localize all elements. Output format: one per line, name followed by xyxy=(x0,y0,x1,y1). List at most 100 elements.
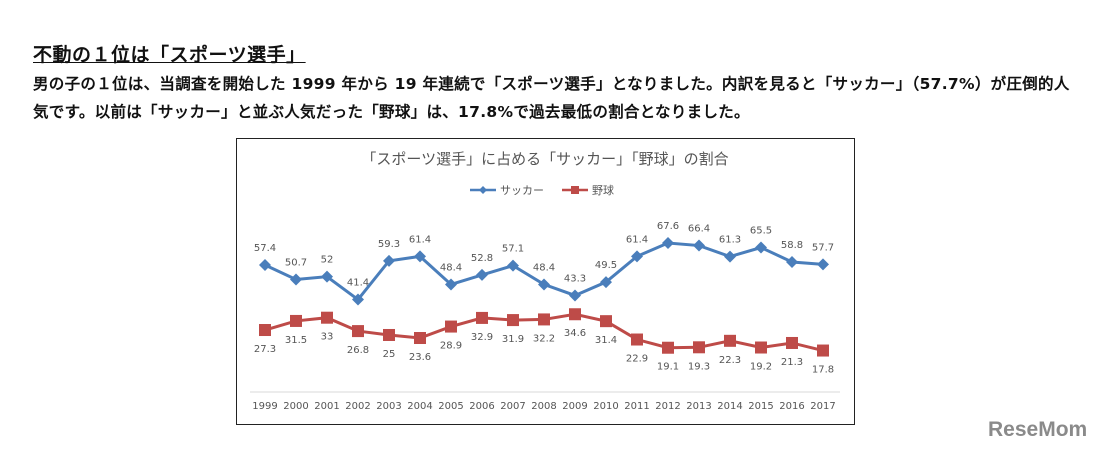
data-label: 57.4 xyxy=(254,243,276,254)
data-point xyxy=(476,268,488,281)
data-point xyxy=(786,255,798,268)
data-label: 31.5 xyxy=(285,335,307,346)
x-tick-label: 2012 xyxy=(655,401,680,412)
data-point xyxy=(724,250,736,263)
x-tick-label: 1999 xyxy=(252,401,277,412)
data-point xyxy=(817,258,829,271)
x-tick-label: 2017 xyxy=(810,401,835,412)
data-point xyxy=(321,311,333,324)
data-point xyxy=(662,341,674,354)
x-tick-label: 2005 xyxy=(438,401,463,412)
data-point xyxy=(414,332,426,345)
data-label: 34.6 xyxy=(564,328,586,339)
data-label: 19.2 xyxy=(750,362,772,373)
x-tick-label: 2015 xyxy=(748,401,773,412)
data-point xyxy=(755,341,767,354)
x-tick-label: 2013 xyxy=(686,401,711,412)
x-tick-label: 2016 xyxy=(779,401,804,412)
data-point xyxy=(817,344,829,357)
legend-label-0: サッカー xyxy=(500,184,544,197)
data-point xyxy=(724,334,736,347)
data-point xyxy=(786,336,798,349)
data-point xyxy=(600,276,612,289)
x-tick-label: 2002 xyxy=(345,401,370,412)
data-label: 33 xyxy=(321,332,334,343)
data-label: 58.8 xyxy=(781,240,803,251)
data-point xyxy=(383,254,395,267)
data-label: 19.3 xyxy=(688,361,710,372)
data-label: 61.4 xyxy=(409,234,431,245)
data-point xyxy=(662,236,674,249)
chart-title: 「スポーツ選手」に占める「サッカー」「野球」の割合 xyxy=(361,150,728,168)
data-label: 59.3 xyxy=(378,239,400,250)
data-point xyxy=(569,289,581,302)
x-tick-label: 2003 xyxy=(376,401,401,412)
data-label: 31.4 xyxy=(595,335,617,346)
data-label: 22.9 xyxy=(626,354,648,365)
data-label: 50.7 xyxy=(285,257,307,268)
data-point xyxy=(259,324,271,337)
data-point xyxy=(414,250,426,263)
data-point xyxy=(538,313,550,326)
legend-square-icon xyxy=(571,186,579,194)
data-label: 17.8 xyxy=(812,365,834,376)
x-tick-label: 2001 xyxy=(314,401,339,412)
data-point xyxy=(290,273,302,286)
data-label: 52 xyxy=(321,255,334,266)
article-paragraph: 男の子の１位は、当調査を開始した 1999 年から 19 年連続で「スポーツ選手… xyxy=(33,75,1070,121)
x-tick-label: 2010 xyxy=(593,401,618,412)
data-label: 32.2 xyxy=(533,333,555,344)
data-label: 66.4 xyxy=(688,224,710,235)
data-label: 57.1 xyxy=(502,244,524,255)
data-label: 41.4 xyxy=(347,278,369,289)
data-label: 61.3 xyxy=(719,235,741,246)
data-point xyxy=(600,315,612,328)
x-tick-label: 2009 xyxy=(562,401,587,412)
data-point xyxy=(383,328,395,341)
x-tick-label: 2007 xyxy=(500,401,525,412)
data-point xyxy=(507,314,519,327)
x-tick-label: 2006 xyxy=(469,401,494,412)
data-label: 23.6 xyxy=(409,352,431,363)
data-label: 22.3 xyxy=(719,355,741,366)
data-label: 43.3 xyxy=(564,273,586,284)
x-tick-label: 2000 xyxy=(283,401,308,412)
chart-frame xyxy=(236,138,855,425)
data-label: 21.3 xyxy=(781,357,803,368)
data-label: 57.7 xyxy=(812,242,834,253)
data-point xyxy=(290,314,302,327)
data-point xyxy=(476,311,488,324)
data-label: 31.9 xyxy=(502,334,524,345)
x-tick-label: 2014 xyxy=(717,401,742,412)
data-point xyxy=(631,250,643,263)
legend-label-1: 野球 xyxy=(592,183,614,197)
x-tick-label: 2008 xyxy=(531,401,556,412)
data-point xyxy=(569,308,581,321)
data-label: 25 xyxy=(383,349,396,360)
data-point xyxy=(538,278,550,291)
data-label: 65.5 xyxy=(750,226,772,237)
section-heading: 不動の１位は「スポーツ選手」 xyxy=(33,44,306,66)
data-label: 48.4 xyxy=(533,262,555,273)
resemom-logo: ReseMom xyxy=(988,418,1088,441)
data-label: 27.3 xyxy=(254,344,276,355)
data-label: 48.4 xyxy=(440,262,462,273)
data-point xyxy=(445,320,457,333)
data-point xyxy=(631,333,643,346)
data-point xyxy=(507,259,519,272)
legend-diamond-icon xyxy=(479,186,487,194)
data-point xyxy=(352,293,364,306)
data-label: 32.9 xyxy=(471,332,493,343)
data-label: 52.8 xyxy=(471,253,493,264)
data-point xyxy=(755,241,767,254)
data-point xyxy=(259,259,271,271)
data-label: 19.1 xyxy=(657,362,679,373)
data-point xyxy=(352,325,364,338)
data-label: 26.8 xyxy=(347,345,369,356)
data-point xyxy=(693,341,705,354)
x-tick-label: 2004 xyxy=(407,401,432,412)
data-point xyxy=(445,278,457,291)
data-label: 28.9 xyxy=(440,341,462,352)
data-label: 61.4 xyxy=(626,234,648,245)
